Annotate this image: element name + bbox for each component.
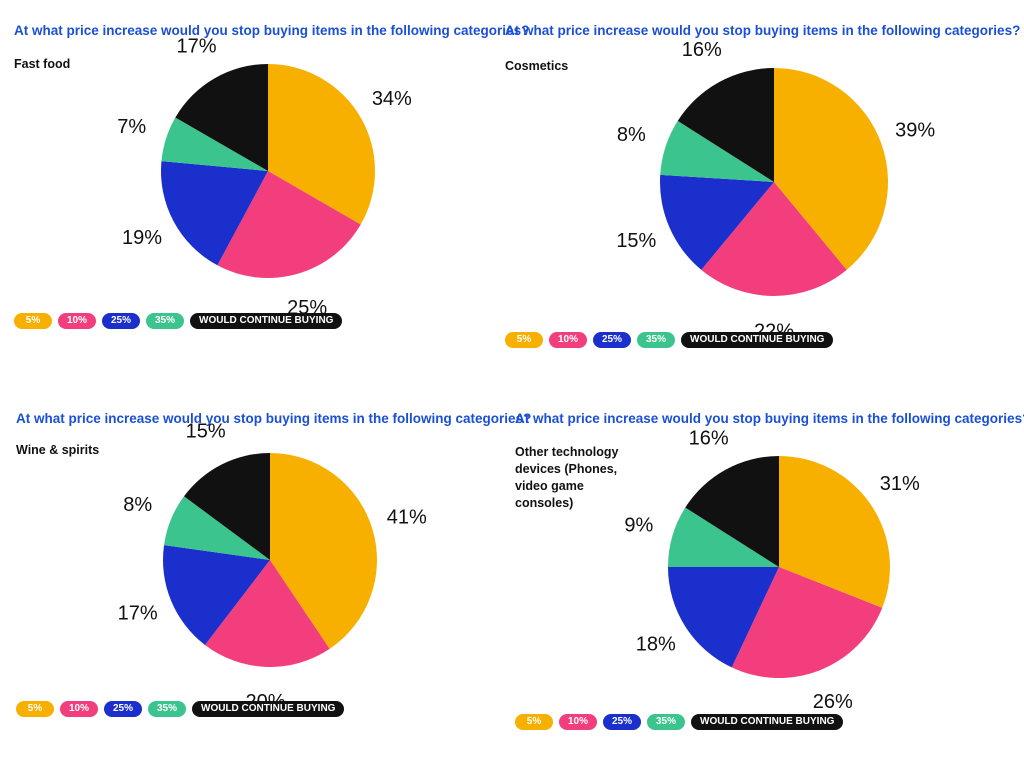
pie-slice-25-: [660, 174, 774, 270]
slice-data-label: 15%: [186, 421, 226, 443]
slice-data-label: 16%: [682, 39, 722, 61]
slice-data-label: 8%: [123, 494, 152, 516]
slice-data-label: 9%: [624, 515, 653, 537]
chart-category: Cosmetics: [505, 59, 569, 73]
chart-panel-technology: At what price increase would you stop bu…: [515, 411, 1024, 741]
chart-panel-wine-spirits: At what price increase would you stop bu…: [16, 411, 531, 731]
legend-item: 35%: [148, 701, 186, 717]
slice-data-label: 34%: [372, 88, 412, 110]
pie-slice-25-: [162, 545, 270, 645]
chart-category: Other technology devices (Phones, video …: [515, 445, 619, 510]
slice-data-label: 19%: [122, 227, 162, 249]
chart-category: Wine & spirits: [16, 443, 100, 457]
chart-panel-fast-food: At what price increase would you stop bu…: [14, 23, 529, 343]
pie-slice-10-: [701, 182, 847, 296]
pie-chart: 31% 26% 18% 9% 16%: [624, 427, 920, 713]
pie-slice-would-continue-buying: [685, 456, 779, 567]
legend: 5% 10% 25% 35% WOULD CONTINUE BUYING: [515, 714, 844, 730]
chart-title: At what price increase would you stop bu…: [16, 411, 532, 426]
legend-item: 25%: [593, 332, 631, 348]
legend-item: 5%: [14, 313, 52, 329]
pie-chart: 39%22%15%8%16%: [616, 39, 935, 342]
slice-data-label: 16%: [689, 427, 729, 449]
pie-slice-would-continue-buying: [175, 63, 268, 171]
legend-item: 35%: [146, 313, 184, 329]
pie-slice-5-: [774, 68, 888, 270]
pie-slice-35-: [668, 507, 779, 567]
chart-title: At what price increase would you stop bu…: [14, 23, 530, 38]
pie-chart: 41%20%17%8%15%: [118, 421, 427, 714]
pie-chart: 34%25%19%7%17%: [117, 35, 412, 318]
legend-item: 10%: [58, 313, 96, 329]
pie-slice-35-: [660, 120, 774, 182]
pie-slice-5-: [270, 453, 377, 649]
legend-item: 5%: [505, 332, 543, 348]
pie-slice-would-continue-buying: [184, 453, 270, 560]
legend-item: WOULD CONTINUE BUYING: [691, 714, 844, 730]
legend-item: 10%: [559, 714, 597, 730]
slice-data-label: 31%: [880, 473, 920, 495]
pie-slice-25-: [668, 567, 779, 668]
legend-item: 35%: [637, 332, 675, 348]
legend-item: 5%: [515, 714, 553, 730]
chart-title: At what price increase would you stop bu…: [505, 23, 1021, 38]
pie-slice-10-: [204, 560, 330, 667]
pie-slice-5-: [268, 64, 375, 225]
pie-slice-10-: [217, 171, 361, 278]
pie-slice-would-continue-buying: [677, 68, 774, 182]
legend-item: WOULD CONTINUE BUYING: [190, 313, 343, 329]
legend-item: 25%: [603, 714, 641, 730]
legend-item: 25%: [102, 313, 140, 329]
slice-data-label: 8%: [617, 124, 646, 146]
slice-data-label: 39%: [895, 119, 935, 141]
legend-item: 35%: [647, 714, 685, 730]
pie-slice-10-: [731, 567, 883, 678]
pie-slice-35-: [164, 496, 270, 560]
legend-item: WOULD CONTINUE BUYING: [681, 332, 834, 348]
slice-data-label: 17%: [176, 35, 216, 57]
slice-data-label: 18%: [636, 634, 676, 656]
pie-slice-25-: [161, 161, 268, 266]
legend: 5% 10% 25% 35% WOULD CONTINUE BUYING: [14, 313, 343, 329]
slice-data-label: 15%: [616, 230, 656, 252]
slice-data-label: 41%: [387, 507, 427, 529]
legend-item: 5%: [16, 701, 54, 717]
legend-item: 10%: [60, 701, 98, 717]
legend-item: 10%: [549, 332, 587, 348]
chart-title: At what price increase would you stop bu…: [515, 411, 1024, 426]
pie-slice-35-: [161, 117, 268, 171]
slice-data-label: 26%: [813, 691, 853, 713]
slice-data-label: 7%: [117, 116, 146, 138]
legend-item: 25%: [104, 701, 142, 717]
legend-item: WOULD CONTINUE BUYING: [192, 701, 345, 717]
chart-panel-cosmetics: At what price increase would you stop bu…: [505, 23, 1020, 363]
legend: 5% 10% 25% 35% WOULD CONTINUE BUYING: [16, 701, 345, 717]
pie-slice-5-: [779, 456, 890, 608]
chart-category: Fast food: [14, 57, 71, 71]
slice-data-label: 17%: [118, 602, 158, 624]
legend: 5% 10% 25% 35% WOULD CONTINUE BUYING: [505, 332, 834, 348]
